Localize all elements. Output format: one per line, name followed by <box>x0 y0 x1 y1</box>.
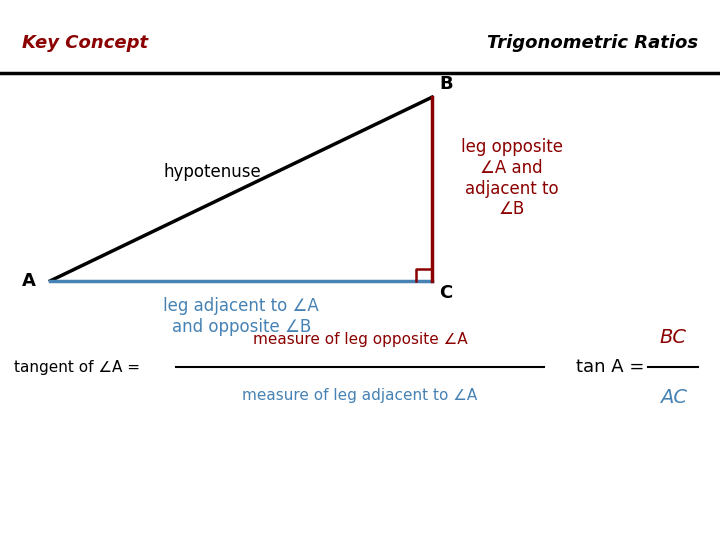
Text: leg adjacent to ∠A
and opposite ∠B: leg adjacent to ∠A and opposite ∠B <box>163 297 319 336</box>
Text: tangent of ∠A =: tangent of ∠A = <box>14 360 145 375</box>
Text: BC: BC <box>660 328 687 347</box>
Text: B: B <box>439 75 453 93</box>
Text: leg opposite
∠A and
adjacent to
∠B: leg opposite ∠A and adjacent to ∠B <box>461 138 563 218</box>
Text: Trigonometric Ratios: Trigonometric Ratios <box>487 34 698 52</box>
Text: hypotenuse: hypotenuse <box>163 163 261 181</box>
Text: tan A =: tan A = <box>576 358 650 376</box>
Text: A: A <box>22 272 36 290</box>
Text: Key Concept: Key Concept <box>22 34 148 52</box>
Text: AC: AC <box>660 388 687 407</box>
Text: measure of leg adjacent to ∠A: measure of leg adjacent to ∠A <box>243 388 477 403</box>
Text: C: C <box>439 284 452 301</box>
Text: measure of leg opposite ∠A: measure of leg opposite ∠A <box>253 332 467 347</box>
